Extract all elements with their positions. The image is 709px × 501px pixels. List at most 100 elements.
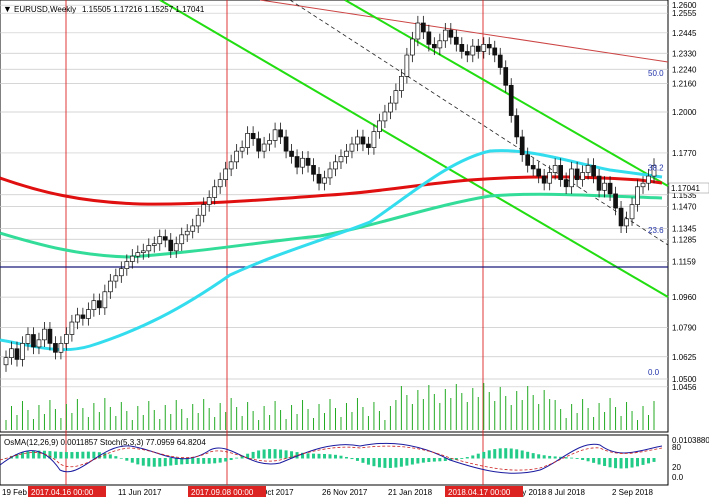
candle-body (140, 250, 146, 253)
candle-body (80, 314, 86, 319)
osma-bar (246, 453, 250, 459)
time-axis-label: 2 Sep 2018 (612, 488, 653, 497)
candle-body (157, 236, 163, 245)
candle-body (635, 186, 640, 205)
candle-body (217, 179, 223, 188)
osma-bar (537, 454, 541, 459)
osma-bar (141, 458, 145, 466)
candle-body (118, 268, 124, 277)
candle-body (492, 47, 498, 56)
candle-body (327, 168, 333, 179)
candle-body (129, 255, 135, 262)
candle-body (421, 22, 426, 33)
time-axis-label: 19 Feb (2, 488, 27, 497)
osma-bar (37, 450, 41, 459)
candle-body (399, 76, 404, 91)
osma-bar (597, 458, 601, 465)
osma-bar (460, 458, 464, 459)
ohlc-label: 1.15505 1.17216 1.15257 1.17041 (82, 5, 205, 14)
osma-bar (158, 458, 162, 467)
osma-bar (295, 452, 299, 459)
candle-body (481, 44, 487, 52)
candle-body (442, 29, 448, 42)
price-axis-label: 1.2000 (672, 108, 697, 117)
stoch-signal-line (0, 445, 663, 471)
marker-date-labels: 2017.04.16 00:00 2017.09.08 00:00 2018.04.… (28, 486, 523, 497)
time-axis-label: 26 Nov 2017 (322, 488, 368, 497)
osma-bar (279, 449, 283, 459)
candle-body (459, 44, 465, 52)
candle-body (563, 179, 569, 188)
osma-bar (312, 453, 316, 459)
price-axis-label: 1.2240 (672, 65, 697, 74)
candle-body (195, 214, 201, 227)
osma-bar (262, 449, 266, 459)
candle-body (289, 150, 294, 157)
candle-body (3, 357, 9, 366)
candle-body (283, 136, 289, 152)
osma-bar (487, 450, 491, 459)
osma-bar (191, 458, 195, 464)
osma-bar (235, 457, 239, 459)
osma-bar (355, 458, 359, 461)
candle-body (338, 156, 344, 163)
osma-bar (520, 450, 524, 459)
candle-body (305, 157, 311, 166)
osma-bar (454, 458, 458, 460)
osma-bar (86, 451, 90, 459)
candle-body (20, 343, 25, 360)
osma-bar (449, 458, 453, 461)
osma-bar (70, 452, 74, 459)
candle-body (223, 168, 229, 180)
candle-body (624, 218, 629, 227)
candle-body (453, 36, 459, 45)
osma-bar (377, 458, 381, 468)
osma-bar (372, 458, 376, 467)
candle-body (9, 348, 14, 358)
main-panel (0, 0, 669, 433)
candle-body (250, 133, 256, 140)
current-price-label: 1.17041 (671, 184, 700, 193)
oscillator-axis-label: 80 (672, 443, 681, 452)
osma-bar (636, 458, 640, 467)
osma-bar (614, 458, 618, 469)
candle-body (184, 230, 190, 236)
osma-bar (421, 458, 425, 463)
osma-bar (405, 458, 409, 466)
osma-bar (125, 458, 129, 461)
osma-bar (119, 458, 123, 459)
osma-bar (257, 450, 261, 459)
candle-body (574, 168, 580, 180)
fib-label: 23.6 (648, 226, 664, 235)
osma-bar (114, 456, 118, 459)
time-axis-label: 8 Jul 2018 (548, 488, 585, 497)
fib-label: 50.0 (648, 69, 664, 78)
dashed-trendline (289, 0, 669, 246)
candle-body (377, 120, 382, 132)
candle-body (86, 309, 91, 319)
candle-body (475, 45, 481, 52)
osma-bar (103, 453, 107, 459)
price-axis-label: 1.2600 (672, 1, 697, 10)
candle-body (541, 175, 547, 184)
candle-body (536, 168, 542, 177)
candle-body (179, 234, 185, 245)
marker-date-badge (188, 486, 266, 497)
candle-body (530, 165, 536, 170)
candle-body (272, 129, 278, 141)
osma-bar (169, 458, 173, 466)
candle-body (431, 44, 437, 49)
osma-bar (443, 458, 447, 461)
osma-bar (31, 450, 35, 459)
marker-date-label: 2018.04.17 00:00 (448, 488, 511, 497)
osma-bar (284, 450, 288, 459)
candle-body (245, 133, 250, 148)
marker-date-label: 2017.04.16 00:00 (31, 488, 94, 497)
osma-bar (147, 458, 151, 467)
candle-body (519, 136, 525, 156)
symbol-label: EURUSD,Weekly (14, 5, 76, 14)
candle-body (75, 314, 80, 323)
osma-bar (603, 458, 607, 467)
osma-bar (26, 451, 30, 459)
channel-lower-line (159, 0, 669, 298)
